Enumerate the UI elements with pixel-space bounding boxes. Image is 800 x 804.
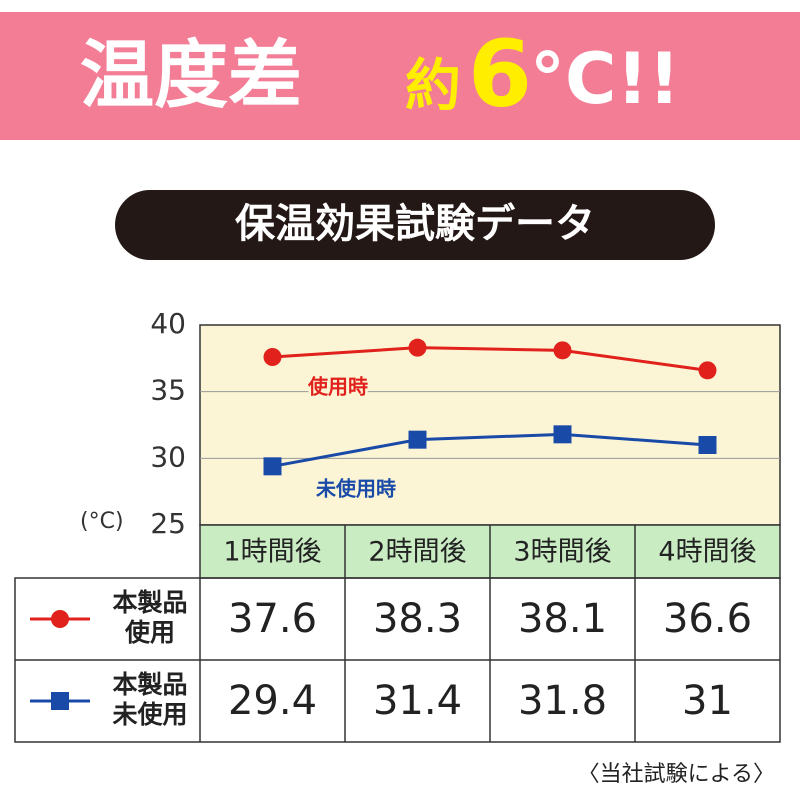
- table-value: 37.6: [228, 596, 317, 642]
- banner-unit: °C!!: [530, 38, 680, 120]
- y-tick-label: 35: [150, 374, 186, 407]
- banner: [0, 12, 800, 140]
- banner-approx: 約: [405, 54, 461, 119]
- table-value: 31: [682, 678, 733, 724]
- marker: [553, 425, 572, 444]
- table-value: 31.8: [518, 678, 607, 724]
- table-value: 38.3: [373, 596, 462, 642]
- subtitle: 保温効果試験データ: [235, 201, 595, 247]
- x-tick-label: 1時間後: [223, 537, 321, 568]
- y-tick-label: 40: [150, 307, 186, 340]
- y-unit: (°C): [80, 509, 124, 534]
- subtitle-pill: [115, 190, 715, 260]
- marker: [263, 348, 282, 366]
- table-value: 29.4: [228, 678, 317, 724]
- banner-number: 6: [468, 20, 532, 127]
- row-label: 本製品: [112, 588, 187, 617]
- row-label: 使用: [124, 618, 175, 647]
- marker: [51, 692, 69, 710]
- plot-area: [199, 324, 781, 526]
- marker: [408, 338, 427, 357]
- banner-main: 温度差: [80, 33, 302, 119]
- series-label: 未使用時: [316, 477, 396, 501]
- x-tick-label: 4時間後: [658, 537, 756, 568]
- y-tick-label: 25: [150, 507, 186, 540]
- table-value: 38.1: [518, 596, 607, 642]
- marker: [51, 610, 69, 628]
- row-label: 未使用: [112, 700, 187, 729]
- footnote: 〈当社試験による〉: [578, 762, 775, 787]
- marker: [698, 436, 717, 454]
- x-tick-label: 2時間後: [368, 537, 466, 568]
- line: [272, 346, 708, 372]
- table-value: 31.4: [373, 678, 462, 724]
- marker: [408, 430, 427, 449]
- y-tick-label: 30: [150, 440, 186, 473]
- table-value: 36.6: [663, 596, 752, 642]
- marker: [698, 361, 717, 380]
- marker: [263, 457, 282, 476]
- row-label: 本製品: [112, 670, 187, 699]
- marker: [553, 341, 572, 360]
- x-tick-label: 3時間後: [513, 537, 611, 568]
- series-label: 使用時: [307, 375, 368, 399]
- line: [272, 432, 708, 468]
